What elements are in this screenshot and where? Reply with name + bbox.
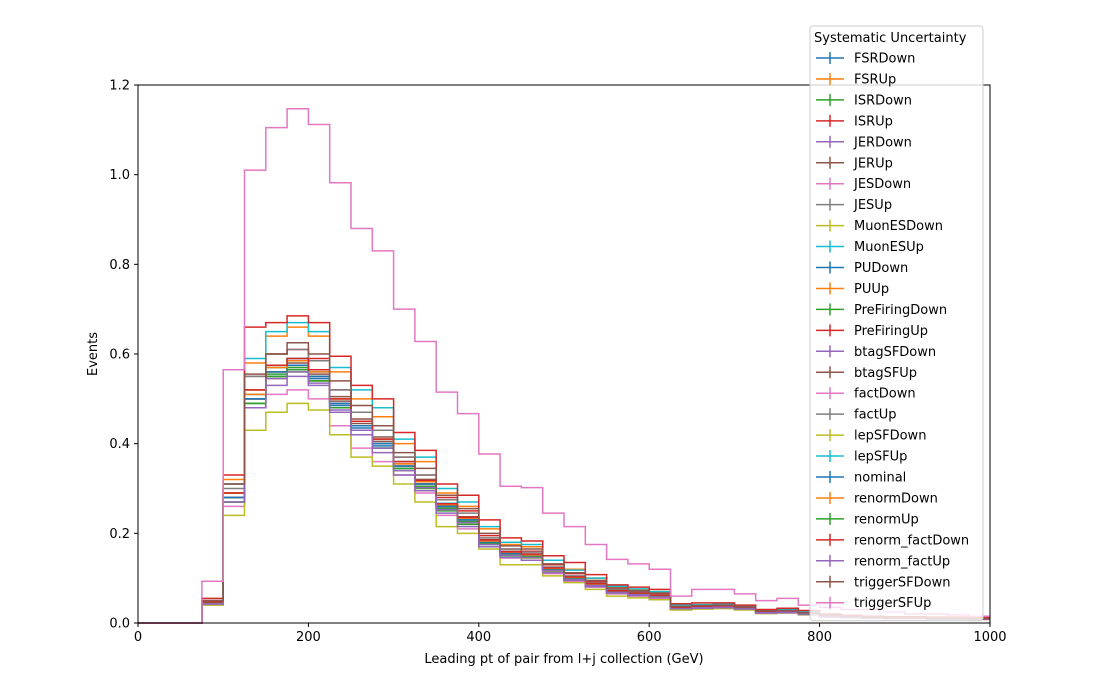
legend-item-ISRDown: ISRDown xyxy=(816,93,912,108)
legend-item-MuonESDown: MuonESDown xyxy=(816,219,943,234)
legend-label: ISRUp xyxy=(854,114,893,129)
y-tick-label: 0.4 xyxy=(109,437,130,452)
legend-item-renorm_factDown: renorm_factDown xyxy=(816,533,969,548)
legend-label: renormDown xyxy=(854,491,938,506)
legend-label: PreFiringDown xyxy=(854,303,947,318)
y-tick-label: 1.2 xyxy=(109,79,130,94)
legend-item-lepSFDown: lepSFDown xyxy=(816,429,926,444)
y-tick-label: 1.0 xyxy=(109,168,130,183)
legend-label: FSRDown xyxy=(854,52,915,67)
legend-item-FSRDown: FSRDown xyxy=(816,52,915,67)
x-tick-label: 800 xyxy=(807,630,832,645)
legend-item-JESUp: JESUp xyxy=(816,198,892,213)
legend-label: factUp xyxy=(854,408,897,423)
legend-item-btagSFUp: btagSFUp xyxy=(816,366,917,381)
legend-item-JESDown: JESDown xyxy=(816,177,911,192)
y-tick-label: 0.2 xyxy=(109,527,130,542)
legend-label: FSRUp xyxy=(854,72,896,87)
legend-label: triggerSFDown xyxy=(854,575,950,590)
legend-item-JERDown: JERDown xyxy=(816,135,912,150)
legend-label: JESDown xyxy=(853,177,911,192)
x-tick-label: 400 xyxy=(466,630,491,645)
legend-label: JESUp xyxy=(853,198,892,213)
legend-label: PUDown xyxy=(854,261,908,276)
legend-item-lepSFUp: lepSFUp xyxy=(816,450,907,465)
legend-label: ISRDown xyxy=(854,93,912,108)
legend-label: lepSFUp xyxy=(854,450,907,465)
x-axis-ticks: 0 200 400 600 800 1000 xyxy=(134,623,1007,645)
legend-item-nominal: nominal xyxy=(816,471,906,486)
legend-item-renormUp: renormUp xyxy=(816,512,919,527)
legend-title: Systematic Uncertainty xyxy=(814,31,967,46)
legend-label: MuonESUp xyxy=(854,240,924,255)
legend-item-MuonESUp: MuonESUp xyxy=(816,240,924,255)
legend-item-triggerSFDown: triggerSFDown xyxy=(816,575,950,590)
x-tick-label: 600 xyxy=(637,630,662,645)
legend-item-PUDown: PUDown xyxy=(816,261,908,276)
x-tick-label: 1000 xyxy=(973,630,1006,645)
legend-label: MuonESDown xyxy=(854,219,943,234)
y-axis-ticks: 0.0 0.2 0.4 0.6 0.8 1.0 1.2 xyxy=(109,79,138,632)
y-tick-label: 0.0 xyxy=(109,617,130,632)
legend-label: nominal xyxy=(854,471,906,486)
legend-label: renormUp xyxy=(854,512,919,527)
legend-label: PreFiringUp xyxy=(854,324,928,339)
legend-item-btagSFDown: btagSFDown xyxy=(816,345,936,360)
legend-item-factDown: factDown xyxy=(816,387,916,402)
legend-item-ISRUp: ISRUp xyxy=(816,114,893,129)
y-tick-label: 0.6 xyxy=(109,348,130,363)
legend-item-PUUp: PUUp xyxy=(816,282,889,297)
legend-label: btagSFDown xyxy=(854,345,936,360)
legend-label: btagSFUp xyxy=(854,366,917,381)
y-axis-label: Events xyxy=(86,332,101,376)
legend-label: JERUp xyxy=(853,156,893,171)
legend-box xyxy=(809,25,984,622)
legend: Systematic Uncertainty FSRDown FSRUp ISRDo… xyxy=(809,25,984,622)
legend-label: triggerSFUp xyxy=(854,596,931,611)
legend-label: factDown xyxy=(854,387,916,402)
legend-label: lepSFDown xyxy=(854,429,926,444)
legend-item-triggerSFUp: triggerSFUp xyxy=(816,596,931,611)
legend-label: PUUp xyxy=(854,282,889,297)
legend-items: FSRDown FSRUp ISRDown ISRUp JERDown JERUp JESD… xyxy=(816,52,969,611)
legend-item-factUp: factUp xyxy=(816,408,897,423)
legend-item-FSRUp: FSRUp xyxy=(816,72,896,87)
legend-item-JERUp: JERUp xyxy=(816,156,893,171)
x-tick-label: 200 xyxy=(296,630,321,645)
y-tick-label: 0.8 xyxy=(109,258,130,273)
legend-item-PreFiringUp: PreFiringUp xyxy=(816,324,928,339)
legend-label: JERDown xyxy=(853,135,912,150)
x-axis-label: Leading pt of pair from l+j collection (… xyxy=(424,652,703,667)
legend-label: renorm_factUp xyxy=(854,554,950,569)
legend-item-renormDown: renormDown xyxy=(816,491,938,506)
legend-label: renorm_factDown xyxy=(854,533,969,548)
x-tick-label: 0 xyxy=(134,630,142,645)
legend-item-renorm_factUp: renorm_factUp xyxy=(816,554,950,569)
legend-item-PreFiringDown: PreFiringDown xyxy=(816,303,947,318)
